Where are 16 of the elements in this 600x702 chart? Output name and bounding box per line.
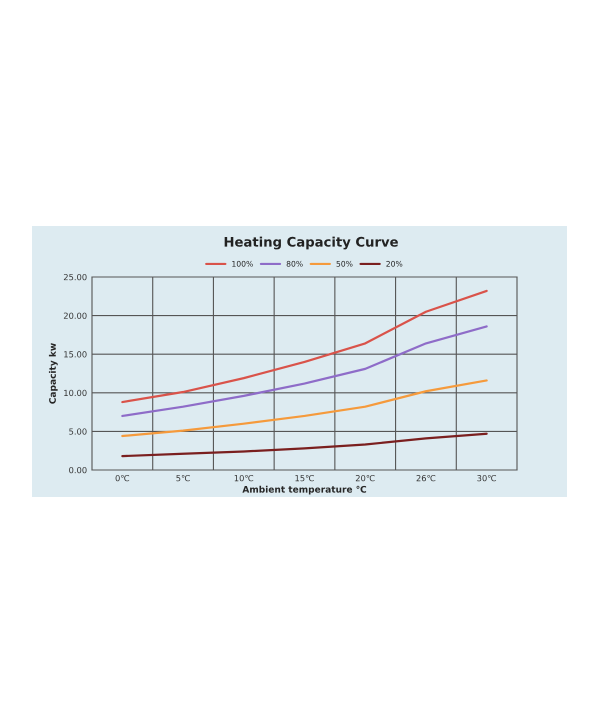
y-tick-label: 15.00 bbox=[64, 351, 87, 358]
y-tick-label: 0.00 bbox=[69, 466, 87, 474]
x-tick-label: 0℃ bbox=[116, 475, 130, 482]
x-tick-label: 5℃ bbox=[176, 475, 190, 482]
x-tick-label: 20℃ bbox=[356, 475, 375, 482]
y-tick-label: 10.00 bbox=[64, 390, 87, 396]
y-tick-label: 20.00 bbox=[64, 312, 87, 319]
chart-title: Heating Capacity Curve bbox=[224, 236, 398, 250]
x-tick-label: 15℃ bbox=[295, 475, 314, 482]
x-axis-title: Ambient temperature ℃ bbox=[242, 486, 366, 494]
x-tick-label: 10℃ bbox=[234, 475, 254, 482]
y-tick-label: 5.00 bbox=[69, 428, 87, 435]
y-axis-title: Capacity kw bbox=[48, 343, 58, 404]
x-tick-label: 26℃ bbox=[416, 475, 436, 482]
x-tick-label: 30℃ bbox=[477, 475, 496, 482]
y-tick-label: 25.00 bbox=[64, 274, 87, 280]
